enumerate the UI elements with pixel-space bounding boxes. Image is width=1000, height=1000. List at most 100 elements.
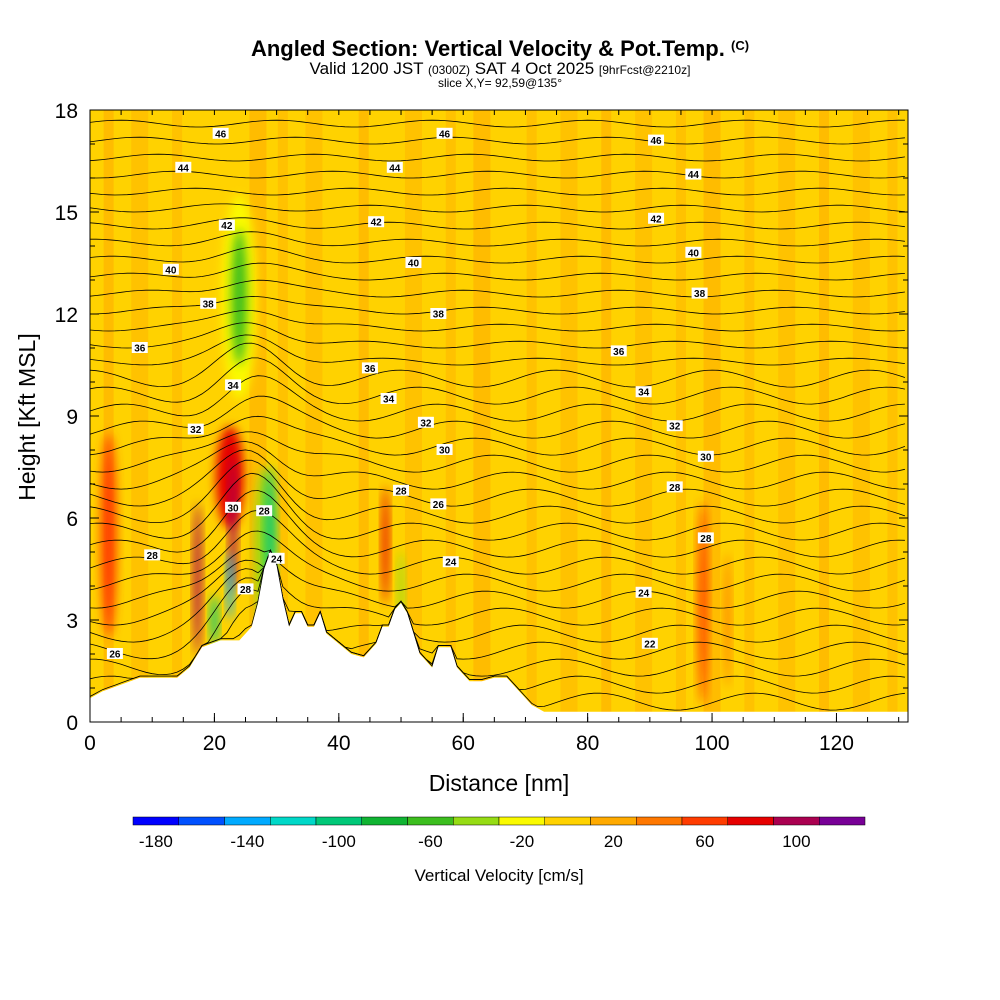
- colorbar-tick-label: -100: [322, 832, 356, 851]
- streak: [744, 110, 755, 722]
- colorbar-tick-label: -180: [139, 832, 173, 851]
- isentrope-line: [90, 459, 906, 524]
- contour-label: 42: [368, 216, 385, 229]
- contour-label-text: 28: [395, 486, 407, 497]
- isentrope-line: [90, 549, 906, 660]
- contour-label-bg: [430, 498, 447, 510]
- contour-label: 26: [430, 498, 447, 511]
- colorbar-bin: [453, 816, 500, 826]
- contour-label: 44: [386, 161, 403, 174]
- contour-label-bg: [436, 127, 453, 139]
- contour-label: 24: [635, 586, 652, 599]
- contour-label-bg: [225, 379, 242, 391]
- colorbar-title: Vertical Velocity [cm/s]: [414, 866, 583, 885]
- contour-label-text: 28: [669, 483, 681, 494]
- contour-label-text: 26: [433, 500, 445, 511]
- x-axis-title: Distance [nm]: [429, 770, 570, 796]
- colorbar-tick-label: 20: [604, 832, 623, 851]
- contour-label-text: 44: [389, 163, 401, 174]
- isentrope-line: [90, 530, 906, 592]
- velocity-cell: [698, 501, 708, 705]
- terrain: [90, 552, 908, 722]
- contour-label: 30: [697, 450, 714, 463]
- contour-labels: 46 46 46 44 44 44 42 42 42 40 40 40 38 38 38 36 36 36 34 34…: [106, 127, 714, 661]
- streak: [103, 110, 114, 722]
- colorbar-bin: [270, 816, 317, 826]
- streak: [778, 110, 796, 722]
- contour-label-bg: [436, 444, 453, 455]
- isentrope-line: [90, 342, 906, 388]
- contour-label-bg: [697, 532, 714, 544]
- contour-label-text: 42: [371, 218, 383, 229]
- isentrope-line: [90, 262, 905, 281]
- contour-label: 32: [417, 416, 434, 429]
- contour-label-bg: [666, 420, 683, 432]
- contour-label-text: 42: [221, 221, 233, 232]
- y-tick-label: 0: [66, 712, 78, 735]
- contour-label-text: 28: [700, 534, 712, 545]
- contour-label: 36: [610, 345, 627, 358]
- contour-label: 40: [162, 263, 179, 276]
- y-tick-label: 9: [66, 406, 78, 429]
- contour-label-text: 34: [383, 395, 395, 406]
- contour-label-text: 46: [651, 136, 663, 147]
- colorbar-bin: [727, 816, 774, 826]
- contour-label-text: 38: [694, 289, 706, 300]
- isentrope-line: [90, 415, 906, 456]
- isentrope-line: [90, 509, 905, 575]
- contour-label-text: 40: [688, 248, 700, 259]
- contour-label-text: 36: [613, 347, 625, 358]
- isentrope-line: [90, 322, 905, 349]
- contour-label: 22: [641, 637, 658, 650]
- isentrope-line: [90, 449, 905, 507]
- colorbar-bin: [224, 816, 271, 826]
- contour-label: 44: [175, 161, 192, 174]
- velocity-cell: [724, 552, 731, 688]
- streak: [172, 110, 183, 722]
- streak: [131, 110, 149, 722]
- contour-label-bg: [685, 168, 702, 180]
- x-tick-label: 120: [819, 732, 854, 755]
- isentrope-line: [90, 375, 905, 422]
- x-tick-label: 60: [452, 732, 475, 755]
- contour-label: 38: [430, 308, 447, 321]
- y-tick-label: 15: [55, 202, 78, 225]
- contour-label-text: 40: [408, 259, 420, 270]
- contour-label-text: 38: [203, 299, 215, 310]
- isentrope-line: [90, 296, 905, 315]
- contour-label-text: 46: [439, 129, 451, 140]
- contour-label-text: 42: [651, 214, 663, 225]
- contour-label: 36: [361, 362, 378, 375]
- contour-label: 30: [436, 444, 453, 457]
- contour-label-text: 44: [688, 170, 700, 181]
- contour-label-text: 46: [215, 129, 227, 140]
- isentrope-line: [90, 549, 905, 694]
- velocity-cell: [100, 433, 117, 637]
- contour-label-bg: [635, 386, 652, 398]
- contour-label: 44: [685, 168, 702, 181]
- contour-label: 40: [685, 246, 702, 259]
- isentrope-line: [167, 110, 817, 111]
- colorbar-tick-label: 100: [782, 832, 810, 851]
- streak: [277, 110, 288, 722]
- isentrope-line: [90, 246, 905, 264]
- isentrope-line: [90, 279, 905, 298]
- contour-label-bg: [691, 287, 708, 299]
- velocity-cell: [231, 229, 248, 365]
- contour-label-text: 32: [669, 422, 681, 433]
- streak: [887, 110, 898, 722]
- contour-label: 46: [648, 134, 665, 147]
- contour-label: 28: [237, 583, 254, 596]
- x-tick-label: 0: [84, 732, 96, 755]
- contour-label-text: 30: [700, 452, 712, 463]
- contour-label-bg: [256, 505, 273, 517]
- contour-label-bg: [200, 297, 217, 309]
- contour-label-text: 34: [638, 388, 650, 399]
- colorbar-bin: [132, 816, 179, 826]
- contour-label-bg: [685, 246, 702, 258]
- contour-label-text: 26: [109, 650, 121, 661]
- title-mark: (C): [731, 38, 750, 53]
- contour-label-text: 38: [433, 310, 445, 321]
- colorbar-tick-label: -20: [510, 832, 535, 851]
